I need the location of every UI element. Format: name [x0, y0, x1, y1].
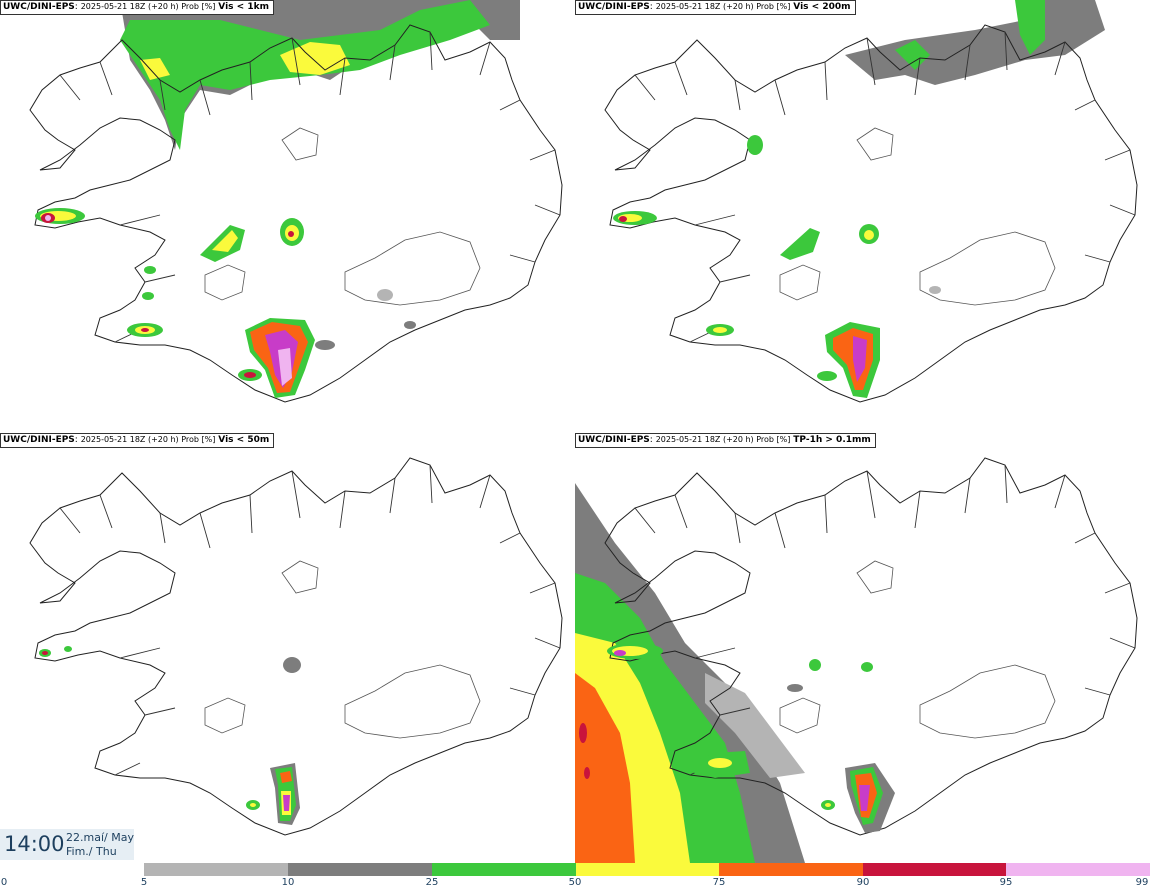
colorbar-tick: 25	[425, 877, 439, 888]
prob-cluster-south	[127, 266, 416, 398]
colorbar-segment-99	[1006, 863, 1150, 876]
colorbar-tick: 50	[568, 877, 582, 888]
panel-label-3: UWC/DINI-EPS: 2025-05-21 18Z (+20 h) Pro…	[0, 433, 275, 448]
colorbar-tick: 10	[281, 877, 295, 888]
colorbar-segment-10-25	[288, 863, 432, 876]
colorbar-tick: 0	[0, 877, 8, 888]
colorbar-segment-75-90	[719, 863, 863, 876]
prob-cluster-west	[35, 208, 85, 224]
panel-label-4: UWC/DINI-EPS: 2025-05-21 18Z (+20 h) Pro…	[575, 433, 876, 448]
map-precip	[575, 457, 1138, 863]
panel-label-1: UWC/DINI-EPS: 2025-05-21 18Z (+20 h) Pro…	[0, 0, 274, 15]
map-panel-vis-200m: UWC/DINI-EPS: 2025-05-21 18Z (+20 h) Pro…	[575, 0, 1150, 430]
valid-date: 22.maí/ May	[66, 831, 134, 844]
map-panel-precip: UWC/DINI-EPS: 2025-05-21 18Z (+20 h) Pro…	[575, 433, 1150, 863]
prob-cluster-central	[200, 218, 304, 262]
map-vis-200m	[604, 0, 1138, 403]
map-panel-vis-50m: UWC/DINI-EPS: 2025-05-21 18Z (+20 h) Pro…	[0, 433, 575, 863]
colorbar-segment-5-10	[144, 863, 288, 876]
colorbar-tick: 75	[712, 877, 726, 888]
valid-time-box: 14:00 22.maí/ May Fim./ Thu	[0, 829, 134, 860]
colorbar-segment-25-50	[432, 863, 576, 876]
map-panel-vis-1km: UWC/DINI-EPS: 2025-05-21 18Z (+20 h) Pro…	[0, 0, 575, 430]
valid-time-clock: 14:00	[4, 832, 65, 856]
map-vis-1km	[29, 0, 563, 403]
colorbar-tick: 90	[856, 877, 870, 888]
panel-label-2: UWC/DINI-EPS: 2025-05-21 18Z (+20 h) Pro…	[575, 0, 856, 15]
valid-weekday: Fim./ Thu	[66, 845, 117, 858]
colorbar	[144, 863, 1150, 876]
colorbar-tick: 95	[999, 877, 1013, 888]
map-vis-50m	[29, 457, 563, 836]
colorbar-segment-50-75	[576, 863, 719, 876]
colorbar-tick: 99	[1135, 877, 1149, 888]
colorbar-tick: 5	[140, 877, 148, 888]
colorbar-segment-90-95	[863, 863, 1007, 876]
